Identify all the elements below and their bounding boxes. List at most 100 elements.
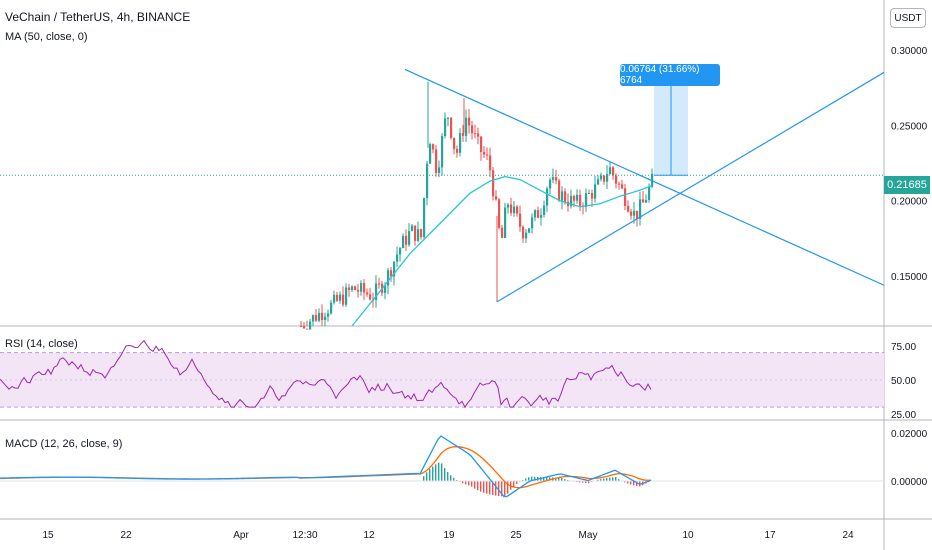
- macd-histogram-bar: [534, 476, 536, 481]
- macd-histogram-bar: [444, 468, 446, 481]
- macd-histogram-bar: [528, 477, 530, 481]
- ma-indicator-label[interactable]: MA (50, close, 0): [5, 31, 88, 43]
- candle-body: [351, 286, 354, 290]
- macd-histogram-bar: [516, 481, 518, 484]
- candle-body: [354, 286, 357, 290]
- time-tick-label: 12:30: [292, 530, 317, 541]
- macd-histogram-bar: [618, 479, 620, 481]
- macd-histogram-bar: [480, 481, 482, 492]
- candle-body: [369, 294, 372, 300]
- candle-body: [564, 191, 567, 202]
- candle-body: [309, 321, 312, 330]
- candle-body: [537, 210, 540, 218]
- candle-body: [546, 188, 549, 206]
- candle-body: [480, 136, 483, 153]
- candle-body: [462, 133, 465, 136]
- candle-body: [429, 144, 432, 164]
- candle-body: [396, 254, 399, 262]
- macd-histogram-bar: [456, 479, 458, 481]
- macd-histogram-bar: [435, 464, 437, 481]
- candle-body: [528, 228, 531, 233]
- candle-body: [477, 133, 480, 137]
- macd-histogram-bar: [558, 477, 560, 481]
- candle-body: [345, 287, 348, 305]
- macd-histogram-bar: [450, 475, 452, 481]
- candle-body: [393, 261, 396, 277]
- candle-body: [300, 326, 303, 327]
- candle-body: [399, 248, 402, 255]
- macd-indicator-label[interactable]: MACD (12, 26, close, 9): [5, 438, 123, 450]
- macd-histogram-group: [0, 462, 653, 497]
- candle-body: [516, 206, 519, 214]
- candle-body: [435, 149, 438, 173]
- macd-histogram-bar: [423, 476, 425, 481]
- candle-body: [489, 155, 492, 171]
- candle-body: [375, 283, 378, 300]
- macd-histogram-bar: [615, 477, 617, 481]
- candle-body: [336, 294, 339, 301]
- rsi-indicator-label[interactable]: RSI (14, close): [5, 338, 78, 350]
- rsi-tick-label: 25.00: [891, 410, 916, 421]
- candle-body: [558, 180, 561, 201]
- candle-body: [459, 133, 462, 153]
- macd-histogram-bar: [633, 481, 635, 486]
- candle-body: [348, 287, 351, 290]
- lower-trendline: [496, 71, 885, 303]
- price-tick-label: 0.25000: [891, 121, 928, 132]
- macd-histogram-bar: [582, 481, 584, 483]
- candle-body: [609, 167, 612, 175]
- candle-body: [522, 226, 525, 239]
- currency-button[interactable]: USDT: [890, 8, 926, 28]
- candle-body: [513, 206, 516, 214]
- candle-body: [486, 154, 489, 156]
- macd-histogram-bar: [438, 462, 440, 481]
- candle-body: [405, 235, 408, 245]
- candle-body: [324, 316, 327, 321]
- candle-body: [441, 136, 444, 168]
- candle-body: [561, 191, 564, 201]
- time-tick-label: 25: [510, 530, 522, 541]
- candle-body: [390, 270, 393, 277]
- candle-body: [645, 199, 648, 203]
- macd-signal-line: [0, 446, 652, 489]
- candle-body: [576, 194, 579, 201]
- time-tick-label: 24: [842, 530, 854, 541]
- candle-body: [453, 137, 456, 149]
- candle-body: [360, 283, 363, 292]
- candle-body: [495, 196, 498, 200]
- macd-histogram-bar: [636, 481, 638, 486]
- macd-histogram-bar: [501, 481, 503, 497]
- candle-body: [339, 294, 342, 301]
- candle-body: [315, 315, 318, 321]
- candle-body: [318, 312, 321, 321]
- candle-body: [471, 125, 474, 134]
- candle-body: [402, 235, 405, 249]
- macd-histogram-bar: [477, 481, 479, 491]
- candle-body: [624, 188, 627, 207]
- macd-histogram-bar: [498, 481, 500, 496]
- price-tick-label: 0.15000: [891, 272, 928, 283]
- macd-histogram-bar: [429, 469, 431, 481]
- macd-histogram-bar: [468, 481, 470, 486]
- rsi-tick-label: 50.00: [891, 376, 916, 387]
- candle-body: [303, 326, 306, 329]
- time-tick-label: May: [579, 530, 598, 541]
- candle-body: [525, 232, 528, 239]
- candle-body: [456, 148, 459, 153]
- ma-line: [351, 175, 653, 327]
- candle-body: [426, 163, 429, 199]
- macd-histogram-bar: [609, 477, 611, 481]
- macd-histogram-bar: [441, 463, 443, 481]
- candle-body: [474, 133, 477, 135]
- price-tick-label: 0.30000: [891, 46, 928, 57]
- macd-histogram-bar: [507, 481, 509, 494]
- macd-histogram-bar: [453, 477, 455, 481]
- candle-body: [408, 231, 411, 245]
- macd-histogram-bar: [522, 479, 524, 481]
- macd-histogram-bar: [531, 476, 533, 481]
- candle-body: [501, 227, 504, 238]
- candle-body: [552, 177, 555, 180]
- candle-body: [498, 199, 501, 228]
- rsi-line: [0, 339, 652, 409]
